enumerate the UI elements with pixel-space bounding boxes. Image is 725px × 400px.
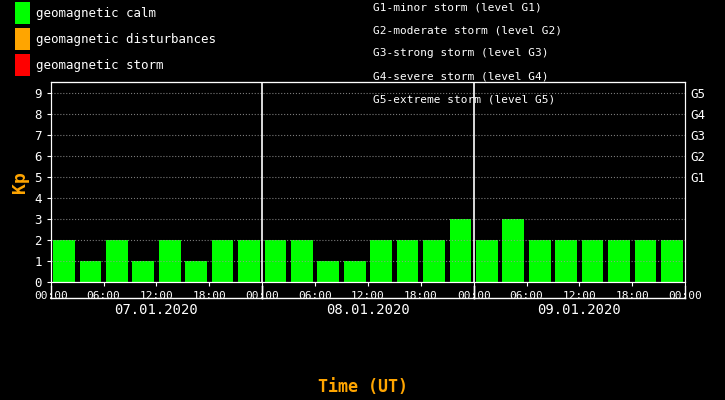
Bar	[608, 240, 630, 282]
Text: geomagnetic calm: geomagnetic calm	[36, 6, 157, 20]
Y-axis label: Kp: Kp	[11, 171, 29, 193]
Text: G3-strong storm (level G3): G3-strong storm (level G3)	[373, 48, 549, 58]
Bar	[476, 240, 498, 282]
Bar	[344, 261, 365, 282]
Bar	[291, 240, 312, 282]
Bar	[423, 240, 445, 282]
Bar	[106, 240, 128, 282]
Bar	[661, 240, 683, 282]
Text: G2-moderate storm (level G2): G2-moderate storm (level G2)	[373, 25, 563, 35]
Bar	[529, 240, 550, 282]
Text: G4-severe storm (level G4): G4-severe storm (level G4)	[373, 72, 549, 82]
Bar	[53, 240, 75, 282]
Text: G1-minor storm (level G1): G1-minor storm (level G1)	[373, 2, 542, 12]
Bar	[555, 240, 577, 282]
Bar	[397, 240, 418, 282]
Bar	[318, 261, 339, 282]
Text: 09.01.2020: 09.01.2020	[537, 303, 621, 317]
Bar	[450, 219, 471, 282]
Text: geomagnetic disturbances: geomagnetic disturbances	[36, 32, 216, 46]
Bar	[502, 219, 524, 282]
Text: 07.01.2020: 07.01.2020	[115, 303, 199, 317]
Text: Time (UT): Time (UT)	[318, 378, 407, 396]
Bar	[238, 240, 260, 282]
Bar	[159, 240, 181, 282]
Text: geomagnetic storm: geomagnetic storm	[36, 58, 164, 72]
Bar	[370, 240, 392, 282]
Bar	[186, 261, 207, 282]
Bar	[80, 261, 102, 282]
Bar	[212, 240, 233, 282]
Bar	[133, 261, 154, 282]
Bar	[634, 240, 656, 282]
Text: G5-extreme storm (level G5): G5-extreme storm (level G5)	[373, 95, 555, 105]
Text: 08.01.2020: 08.01.2020	[326, 303, 410, 317]
Bar	[265, 240, 286, 282]
Bar	[581, 240, 603, 282]
